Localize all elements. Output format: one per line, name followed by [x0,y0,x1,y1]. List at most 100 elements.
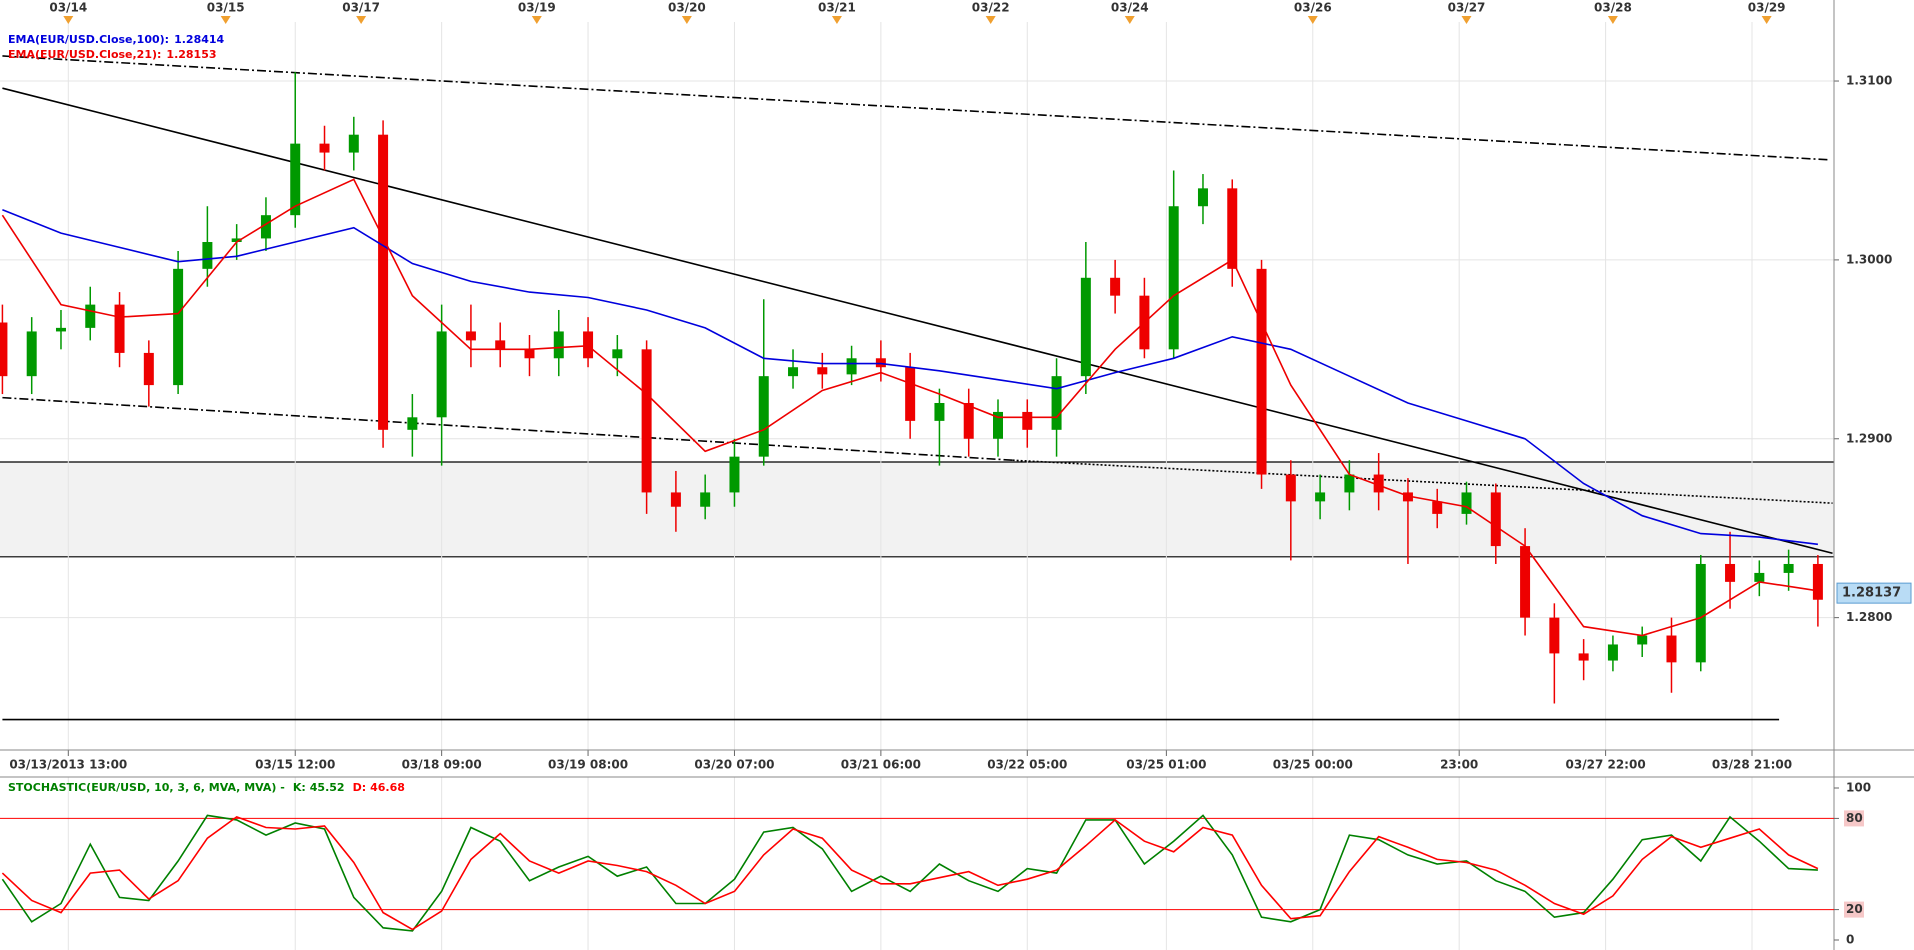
candle-body [758,376,769,457]
date-label: 03/28 [1594,1,1632,15]
candle-body [641,349,652,493]
legend-value: 45.52 [310,781,345,794]
candle-body [553,331,564,359]
candle-body [1051,376,1062,430]
candle-body [55,327,66,332]
legend-value: 1.28414 [174,33,224,46]
y-tick-label: 80 [1846,811,1863,825]
candle-body [1315,492,1326,502]
legend-name: EMA(EUR/USD.Close,21): [8,48,161,61]
date-label: 03/24 [1111,1,1149,15]
series-line [1,814,1818,932]
indicator-title: STOCHASTIC(EUR/USD, 10, 3, 6, MVA, MVA) … [8,781,405,794]
y-tick-label: 1.2900 [1846,431,1892,445]
x-tick-label: 03/18 09:00 [402,758,482,772]
candle-body [1549,617,1560,654]
x-tick-label: 03/22 05:00 [987,758,1067,772]
candle-body [1285,474,1296,502]
x-tick-label: 03/15 12:00 [255,758,335,772]
y-tick-label: 1.3100 [1846,74,1892,88]
series-line [1,816,1819,931]
tick-label-bg [1844,810,1864,827]
series-line [1,178,1819,637]
candle-body [1520,546,1531,618]
date-marker [831,16,842,24]
candle-body [1402,492,1413,502]
x-tick-label: 03/20 07:00 [694,758,774,772]
date-label: 03/26 [1294,1,1332,15]
candle-body [1432,501,1443,514]
date-label: 03/14 [49,1,87,15]
candle-body [524,349,535,359]
indicator-name: STOCHASTIC(EUR/USD, 10, 3, 6, MVA, MVA) … [8,781,285,794]
candle-body [729,456,740,493]
candle-body [1344,474,1355,493]
candle-body [1666,635,1677,663]
candle-body [963,402,974,439]
candle-body [85,304,96,328]
trend-line [2,55,1828,161]
trend-line [1012,459,1833,504]
date-label: 03/15 [207,1,245,15]
last-price-box [1836,582,1912,604]
date-marker [220,16,231,24]
y-tick-label: 0 [1846,933,1854,947]
trend-line [2,87,1833,555]
candle-body [1725,563,1736,582]
candle-body [1197,188,1208,207]
date-marker [531,16,542,24]
candle-body [905,367,916,421]
legend-value: 1.28153 [166,48,216,61]
candle-body [700,492,711,507]
candle-body [173,268,184,386]
legend-name: K: [293,781,306,794]
date-label: 03/19 [518,1,556,15]
candle-body [1110,277,1121,296]
candle-body [465,331,476,341]
tick-label-bg [1844,901,1864,918]
date-label: 03/20 [668,1,706,15]
candle-body [1578,653,1589,661]
candle-body [1490,492,1501,547]
candle-body [1461,492,1472,514]
y-tick-label: 1.3000 [1846,252,1892,266]
candle-body [1783,563,1794,573]
candle-body [846,358,857,375]
legend-value: 46.68 [370,781,405,794]
x-tick-label: 03/25 00:00 [1273,758,1353,772]
x-tick-label: 23:00 [1440,758,1478,772]
candle-body [934,402,945,421]
date-marker [1307,16,1318,24]
legend-name: D: [353,781,367,794]
candle-body [583,331,594,359]
candle-body [495,340,506,350]
y-tick-label: 1.2800 [1846,610,1892,624]
candle-body [875,358,886,368]
date-marker [63,16,74,24]
candle-body [1168,206,1179,350]
date-marker [1461,16,1472,24]
candle-body [114,304,125,353]
candle-body [348,134,359,153]
trend-line [2,396,1013,462]
candle-body [612,349,623,359]
date-marker [1761,16,1772,24]
candle-body [202,242,213,269]
date-marker [356,16,367,24]
candle-body [1022,411,1033,430]
date-label: 03/21 [818,1,856,15]
candle-body [1080,277,1091,377]
y-tick-label: 100 [1846,781,1871,795]
series-line [2,209,1818,546]
date-label: 03/22 [972,1,1010,15]
x-tick-label: 03/27 22:00 [1566,758,1646,772]
y-tick-label: 20 [1846,902,1863,916]
x-tick-label: 03/25 01:00 [1126,758,1206,772]
last-price-label: 1.28137 [1842,586,1901,601]
candle-body [378,134,389,430]
candle-body [1754,572,1765,582]
candle-body [993,411,1004,439]
date-label: 03/17 [342,1,380,15]
candle-body [1637,635,1648,645]
